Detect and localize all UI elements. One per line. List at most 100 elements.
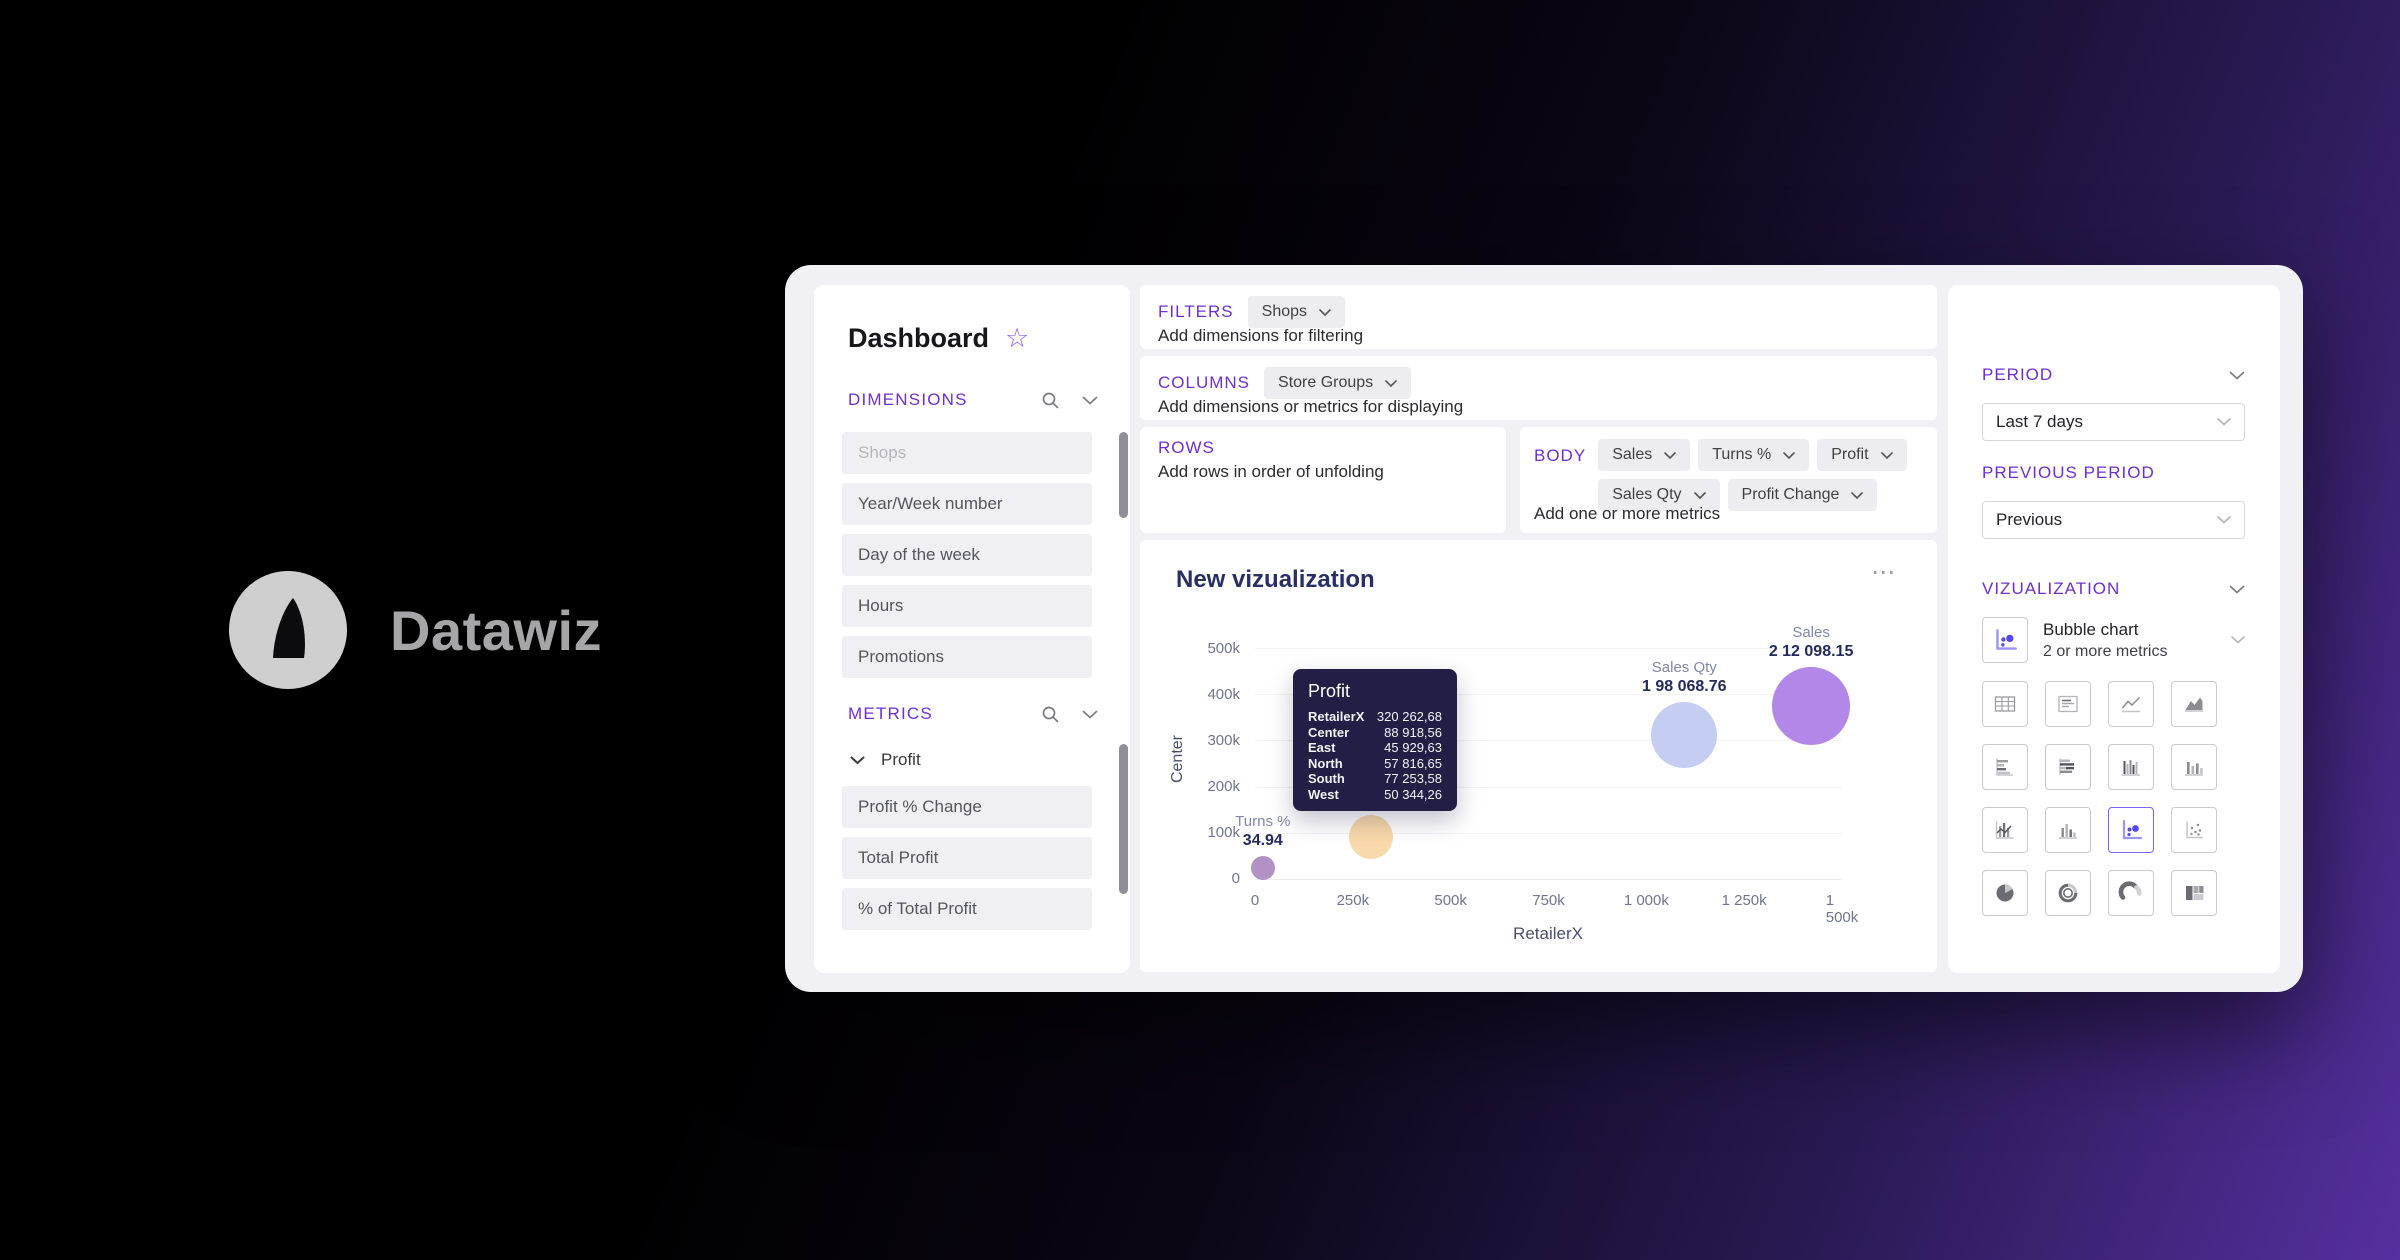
- bubble-point[interactable]: [1250, 855, 1275, 880]
- previous-period-select[interactable]: Previous: [1982, 501, 2245, 539]
- chart-plot-area: [1255, 648, 1842, 880]
- dimension-item-promotions[interactable]: Promotions: [842, 636, 1092, 678]
- y-axis-ticks: 500k 400k 300k 200k 100k 0: [1180, 640, 1240, 887]
- body-chip-turns-pct[interactable]: Turns %: [1698, 439, 1810, 471]
- bubble-value: 2 12 098.15: [1768, 643, 1854, 661]
- y-tick: 300k: [1207, 732, 1240, 749]
- viz-type-bubble-chart-icon[interactable]: [2108, 807, 2154, 853]
- chevron-down-icon: [2217, 516, 2231, 524]
- chevron-down-icon: [2231, 636, 2245, 644]
- x-tick: 1 500k: [1825, 892, 1859, 926]
- x-axis-label: RetailerX: [1513, 924, 1583, 943]
- period-select[interactable]: Last 7 days: [1982, 403, 2245, 441]
- columns-helper-text: Add dimensions or metrics for displaying: [1158, 397, 1464, 416]
- x-tick: 750k: [1532, 892, 1565, 909]
- chevron-down-icon[interactable]: [1082, 710, 1098, 719]
- viz-type-area-chart-icon[interactable]: [2171, 681, 2217, 727]
- more-options-icon[interactable]: ⋯: [1871, 559, 1897, 586]
- body-chip-profit[interactable]: Profit: [1817, 439, 1907, 471]
- x-axis-ticks: 0 250k 500k 750k 1 000k 1 250k 1 500k: [1251, 892, 1858, 926]
- rows-card: ROWS Add rows in order of unfolding: [1140, 427, 1506, 533]
- favorite-star-icon[interactable]: ☆: [1005, 323, 1030, 353]
- viz-type-table-icon[interactable]: [1982, 681, 2028, 727]
- viz-type-treemap-icon[interactable]: [2171, 870, 2217, 916]
- bubble-point[interactable]: [1651, 702, 1718, 769]
- bubble-point[interactable]: [1348, 814, 1393, 859]
- datawiz-logo-icon: [229, 571, 347, 689]
- period-header-label: PERIOD: [1982, 365, 2054, 384]
- bubble-label: Sales Qty 1 98 068.76: [1642, 659, 1727, 696]
- dimension-item-year-week[interactable]: Year/Week number: [842, 483, 1092, 525]
- x-tick: 0: [1250, 892, 1260, 909]
- metric-group-profit[interactable]: Profit: [842, 744, 1102, 776]
- metric-item-pct-total-profit[interactable]: % of Total Profit: [842, 888, 1092, 930]
- previous-period-select-value: Previous: [1996, 510, 2063, 529]
- bubble-label: Turns % 34.94: [1235, 813, 1290, 850]
- tooltip-row-label: RetailerX: [1308, 709, 1365, 724]
- chip-label: Sales Qty: [1612, 486, 1682, 503]
- brand-logo: Datawiz: [228, 570, 602, 690]
- previous-period-header-label: PREVIOUS PERIOD: [1982, 463, 2155, 482]
- bubble-layer: Turns % 34.94 Sales Qty 1 98 068.76: [1235, 624, 1853, 880]
- tooltip-row-label: South: [1308, 771, 1345, 787]
- viz-type-stacked-horizontal-bars-icon[interactable]: [2045, 744, 2091, 790]
- metric-item-profit-pct-change[interactable]: Profit % Change: [842, 786, 1092, 828]
- chart-type-description: 2 or more metrics: [2043, 642, 2168, 660]
- chart-type-name: Bubble chart: [2043, 619, 2139, 639]
- chart-type-text: Bubble chart 2 or more metrics: [2043, 620, 2216, 661]
- viz-type-report-icon[interactable]: [2045, 681, 2091, 727]
- y-tick: 100k: [1207, 824, 1240, 841]
- dimensions-header-label: DIMENSIONS: [848, 390, 968, 409]
- viz-type-pie-chart-icon[interactable]: [1982, 870, 2028, 916]
- tooltip-row-value: 45 929,63: [1384, 740, 1442, 756]
- body-chip-sales-qty[interactable]: Sales Qty: [1598, 479, 1720, 511]
- viz-type-combo-chart-icon[interactable]: [1982, 807, 2028, 853]
- body-label: BODY: [1534, 446, 1587, 465]
- tooltip-row-value: 320 262,68: [1376, 709, 1442, 724]
- chip-label: Profit Change: [1741, 486, 1840, 503]
- chip-label: Profit: [1831, 446, 1869, 463]
- x-tick: 1 000k: [1623, 892, 1669, 909]
- dimension-item-day-of-week[interactable]: Day of the week: [842, 534, 1092, 576]
- chart-type-selector[interactable]: Bubble chart 2 or more metrics: [1982, 617, 2245, 663]
- bubble-value: 1 98 068.76: [1642, 678, 1727, 696]
- column-chip-store-groups[interactable]: Store Groups: [1264, 367, 1412, 399]
- search-icon[interactable]: [1041, 705, 1060, 724]
- tooltip-row-label: North: [1308, 755, 1343, 771]
- chevron-down-icon[interactable]: [2229, 371, 2245, 380]
- viz-type-scatter-plot-icon[interactable]: [2171, 807, 2217, 853]
- period-select-value: Last 7 days: [1996, 412, 2083, 431]
- dimension-item-shops[interactable]: Shops: [842, 432, 1092, 474]
- dimensions-scrollbar[interactable]: [1119, 432, 1128, 518]
- viz-type-grouped-columns-icon[interactable]: [2045, 807, 2091, 853]
- chevron-down-icon: [1664, 451, 1677, 459]
- metrics-scrollbar[interactable]: [1119, 744, 1128, 894]
- tooltip-row-label: West: [1308, 786, 1339, 802]
- chevron-down-icon: [1851, 491, 1864, 499]
- search-icon[interactable]: [1041, 391, 1060, 410]
- body-chip-profit-change[interactable]: Profit Change: [1727, 479, 1878, 511]
- chevron-down-icon[interactable]: [2229, 585, 2245, 594]
- app-window: Dashboard ☆ DIMENSIONS Shops Year/Week n…: [785, 265, 2303, 992]
- viz-type-donut-chart-icon[interactable]: [2045, 870, 2091, 916]
- filter-chip-label: Shops: [1261, 303, 1308, 320]
- tooltip-row-label: East: [1308, 740, 1336, 756]
- chevron-down-icon: [2217, 418, 2231, 426]
- viz-type-line-chart-icon[interactable]: [2108, 681, 2154, 727]
- bubble-point[interactable]: [1772, 667, 1851, 746]
- viz-type-columns-icon[interactable]: [2171, 744, 2217, 790]
- vizualization-header: VIZUALIZATION: [1982, 579, 2245, 599]
- chevron-down-icon[interactable]: [1082, 396, 1098, 405]
- body-chip-sales[interactable]: Sales: [1598, 439, 1691, 471]
- tooltip-row: South 77 253,58: [1308, 771, 1442, 787]
- dimensions-list: Shops Year/Week number Day of the week H…: [842, 432, 1128, 678]
- y-tick: 400k: [1207, 686, 1240, 703]
- tooltip-row-value: 88 918,56: [1384, 724, 1442, 740]
- viz-type-horizontal-bars-icon[interactable]: [1982, 744, 2028, 790]
- bubble-name: Sales Qty: [1651, 659, 1717, 677]
- dimension-item-hours[interactable]: Hours: [842, 585, 1092, 627]
- metric-item-total-profit[interactable]: Total Profit: [842, 837, 1092, 879]
- viz-type-dense-columns-icon[interactable]: [2108, 744, 2154, 790]
- viz-type-gauge-chart-icon[interactable]: [2108, 870, 2154, 916]
- filter-chip-shops[interactable]: Shops: [1247, 296, 1346, 328]
